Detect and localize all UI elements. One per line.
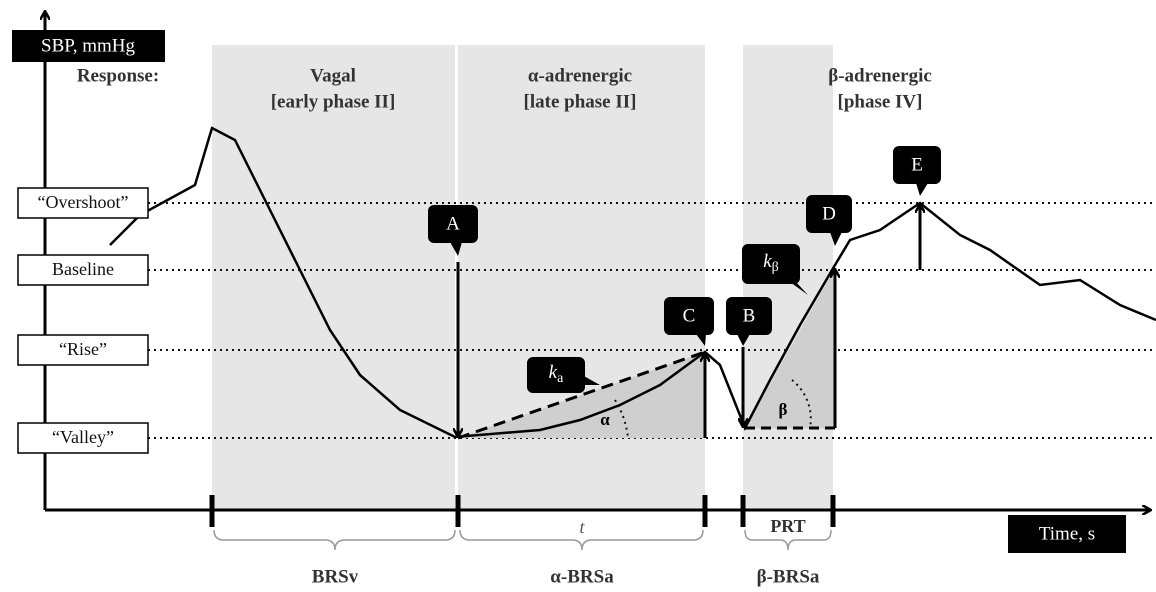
angle-label: α	[600, 410, 610, 429]
marker: E	[911, 154, 923, 175]
phase-detail: [early phase II]	[271, 91, 396, 112]
slope-subscript: a	[557, 371, 564, 386]
marker: A	[446, 213, 460, 234]
level-label: “Valley”	[52, 427, 114, 447]
x-label: Time, s	[1039, 523, 1095, 544]
phase-band	[458, 45, 705, 510]
level-boxes	[17, 187, 149, 454]
slope-label: ka	[549, 362, 564, 386]
level-label: “Overshoot”	[38, 192, 129, 212]
marker: D	[822, 203, 836, 224]
index-label: BRSv	[312, 566, 359, 587]
pressure-curve	[109, 126, 1156, 439]
callouts	[12, 30, 1126, 553]
index-label: α-BRSa	[550, 566, 614, 587]
phase-name: α-adrenergic	[528, 65, 632, 86]
marker: C	[683, 305, 696, 326]
response-label: Response:	[77, 65, 159, 86]
phase-detail: [phase IV]	[838, 91, 923, 112]
slope-subscript: β	[772, 260, 779, 275]
braces	[213, 529, 832, 551]
angle-label: β	[779, 400, 788, 419]
marker: B	[743, 305, 756, 326]
slope-symbol: k	[549, 362, 558, 383]
phase-detail: [late phase II]	[524, 91, 637, 112]
slope-label: kβ	[763, 251, 779, 275]
angle-arc	[791, 379, 812, 429]
arrows	[458, 205, 920, 438]
index-label: β-BRSa	[757, 566, 820, 587]
slope-symbol: k	[763, 251, 772, 272]
interval-label: PRT	[770, 516, 805, 536]
phase-band	[212, 45, 455, 510]
level-label: Baseline	[52, 259, 114, 279]
slope-area	[745, 268, 835, 428]
axis-ticks	[209, 495, 836, 527]
phase-name: β-adrenergic	[828, 65, 932, 86]
interval-label: t	[579, 517, 585, 537]
y-label: SBP, mmHg	[41, 35, 135, 56]
level-label: “Rise”	[59, 339, 107, 359]
slope-line	[457, 350, 706, 440]
phase-name: Vagal	[310, 65, 356, 86]
